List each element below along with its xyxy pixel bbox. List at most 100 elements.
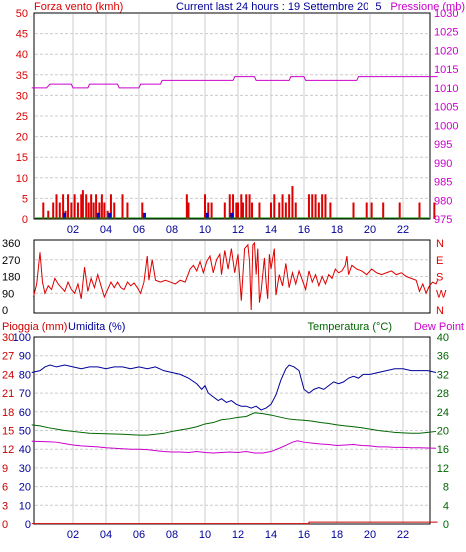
wind-bar: [67, 194, 70, 219]
direction-tick-label: 270: [2, 255, 20, 267]
rain-line: [31, 521, 438, 525]
pressure-tick-label: 985: [434, 177, 452, 189]
wind-tick-label: 25: [16, 111, 28, 123]
rain-tick-label: 27: [2, 351, 14, 363]
wind-bar: [228, 194, 231, 219]
humidity-line: [31, 364, 437, 411]
wind-bar: [141, 202, 144, 219]
wind-bar: [103, 202, 106, 219]
wind-bar: [311, 194, 314, 219]
temperature-line: [31, 412, 437, 436]
wind-bar: [207, 202, 210, 219]
x-tick-label: 22: [397, 224, 409, 236]
wind-tick-label: 10: [16, 173, 28, 185]
wind-bar: [307, 194, 310, 219]
wind-bar: [223, 202, 226, 219]
x-tick-label: 04: [100, 529, 112, 541]
x-tick-label: 12: [232, 529, 244, 541]
wind-bar: [92, 202, 95, 219]
wind-bar: [251, 202, 254, 219]
wind-bar: [76, 202, 79, 219]
direction-tick-label: 360: [2, 238, 20, 250]
wind-gust-bar: [230, 212, 234, 219]
chart-title: Current last 24 hours : 19 Settembre 200…: [176, 1, 381, 13]
x-tick-label: 08: [166, 224, 178, 236]
wind-bar: [291, 186, 294, 219]
wind-bar: [365, 202, 368, 219]
compass-tick-label: N: [436, 238, 444, 250]
x-tick-label: 10: [199, 529, 211, 541]
rain-tick-label: 21: [2, 388, 14, 400]
pressure-tick-label: 1010: [434, 83, 458, 95]
pressure-tick-label: 1025: [434, 27, 458, 39]
humidity-tick-label: 40: [19, 444, 31, 456]
wind-bar: [87, 202, 90, 219]
wind-bar: [294, 202, 297, 219]
temperature-tick-label: 24: [437, 407, 449, 419]
wind-bar: [273, 194, 276, 219]
x-tick-label: 08: [166, 529, 178, 541]
wind-bar: [187, 202, 190, 219]
temperature-tick-label: 16: [437, 444, 449, 456]
humidity-tick-label: 50: [19, 426, 31, 438]
temperature-tick-label: 12: [437, 463, 449, 475]
wind-bar: [85, 194, 88, 219]
wind-tick-label: 50: [16, 8, 28, 20]
dewpoint-line: [31, 440, 437, 454]
humidity-tick-label: 70: [19, 388, 31, 400]
pressure-tick-label: 1000: [434, 120, 458, 132]
x-tick-label: 16: [298, 224, 310, 236]
rain-tick-label: 15: [2, 426, 14, 438]
humidity-tick-label: 10: [19, 500, 31, 512]
wind-bar: [58, 202, 61, 219]
rain-tick-label: 3: [2, 500, 8, 512]
wind-bar: [232, 194, 235, 219]
wind-bar: [55, 194, 58, 219]
wind-bar: [98, 202, 101, 219]
temperature-tick-label: 4: [443, 500, 449, 512]
wind-bar: [317, 202, 320, 219]
compass-tick-label: E: [436, 255, 443, 267]
x-tick-label: 14: [265, 224, 277, 236]
x-tick-label: 18: [331, 224, 343, 236]
wind-bar: [100, 194, 103, 219]
wind-bar: [121, 194, 124, 219]
wind-bar: [185, 194, 188, 219]
temperature-tick-label: 40: [437, 332, 449, 344]
grid-lines: [35, 14, 429, 523]
temperature-tick-label: 36: [437, 351, 449, 363]
pressure-tick-label: 1005: [434, 102, 458, 114]
wind-bar: [382, 202, 385, 219]
wind-bar: [284, 202, 287, 219]
wind-tick-label: 5: [22, 193, 28, 205]
direction-tick-label: 180: [2, 272, 20, 284]
wind-tick-label: 45: [16, 29, 28, 41]
rain-tick-label: 6: [2, 482, 8, 494]
wind-bar: [241, 202, 244, 219]
humidity-tick-label: 90: [19, 351, 31, 363]
rain-axis-label: Pioggia (mm): [2, 321, 67, 333]
rain-tick-label: 18: [2, 407, 14, 419]
x-tick-label: 02: [67, 529, 79, 541]
pressure-tick-label: 990: [434, 158, 452, 170]
wind-bar: [81, 190, 84, 219]
compass-tick-label: N: [436, 305, 444, 317]
wind-bar: [240, 194, 243, 219]
x-tick-label: 12: [232, 224, 244, 236]
x-tick-label: 16: [298, 529, 310, 541]
humidity-tick-label: 80: [19, 369, 31, 381]
compass-tick-label: S: [436, 272, 443, 284]
wind-gust-bar: [142, 212, 146, 219]
humidity-tick-label: 20: [19, 482, 31, 494]
wind-bar: [258, 202, 261, 219]
wind-bar: [95, 194, 98, 219]
wind-bar: [418, 202, 421, 219]
x-tick-label: 14: [265, 529, 277, 541]
temperature-tick-label: 28: [437, 388, 449, 400]
x-tick-label: 10: [199, 224, 211, 236]
wind-bar: [237, 202, 239, 219]
wind-bar: [106, 210, 109, 219]
wind-tick-label: 35: [16, 70, 28, 82]
wind-bar: [398, 202, 401, 219]
rain-tick-label: 30: [2, 332, 14, 344]
